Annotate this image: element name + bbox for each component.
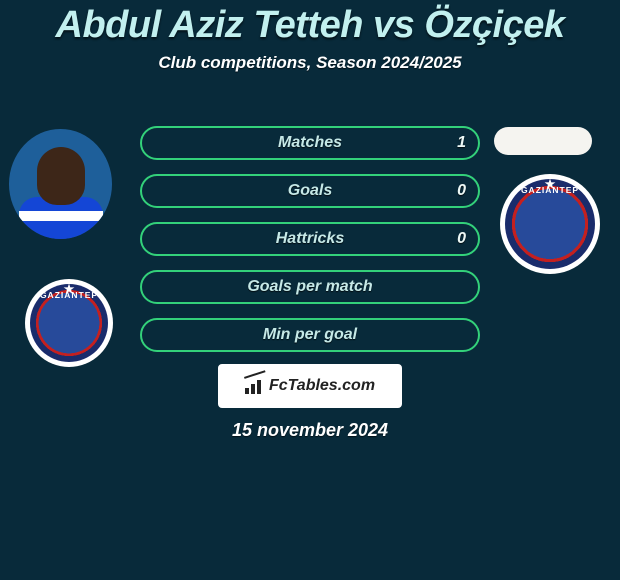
stat-label: Matches — [278, 134, 342, 152]
player-right-photo — [494, 127, 592, 155]
badge-inner: ★ GAZIANTEP — [30, 284, 108, 362]
stat-label: Goals per match — [247, 278, 372, 296]
badge-text: GAZIANTEP — [30, 290, 108, 300]
stat-pill-goals-per-match: Goals per match — [140, 270, 480, 304]
season-subtitle: Club competitions, Season 2024/2025 — [0, 53, 620, 73]
stat-pill-goals: Goals 0 — [140, 174, 480, 208]
club-badge-left: ★ GAZIANTEP — [25, 279, 113, 367]
head — [37, 147, 85, 205]
stat-label: Goals — [288, 182, 332, 200]
jersey-stripe — [19, 211, 103, 221]
stat-label: Min per goal — [263, 326, 357, 344]
stat-label: Hattricks — [276, 230, 344, 248]
stat-pill-min-per-goal: Min per goal — [140, 318, 480, 352]
snapshot-date: 15 november 2024 — [0, 420, 620, 441]
stat-value-left: 0 — [457, 182, 466, 200]
club-badge-right: ★ GAZIANTEP — [500, 174, 600, 274]
stat-pill-matches: Matches 1 — [140, 126, 480, 160]
badge-text: GAZIANTEP — [505, 185, 595, 195]
chart-icon — [245, 378, 265, 394]
comparison-title: Abdul Aziz Tetteh vs Özçiçek — [0, 4, 620, 47]
stat-rows: Matches 1 Goals 0 Hattricks 0 Goals per … — [140, 126, 480, 366]
attribution-text: FcTables.com — [269, 377, 375, 395]
player-left-photo — [9, 129, 112, 239]
stat-value-left: 0 — [457, 230, 466, 248]
attribution-badge: FcTables.com — [218, 364, 402, 408]
stat-value-left: 1 — [457, 134, 466, 152]
badge-inner: ★ GAZIANTEP — [505, 179, 595, 269]
stat-pill-hattricks: Hattricks 0 — [140, 222, 480, 256]
